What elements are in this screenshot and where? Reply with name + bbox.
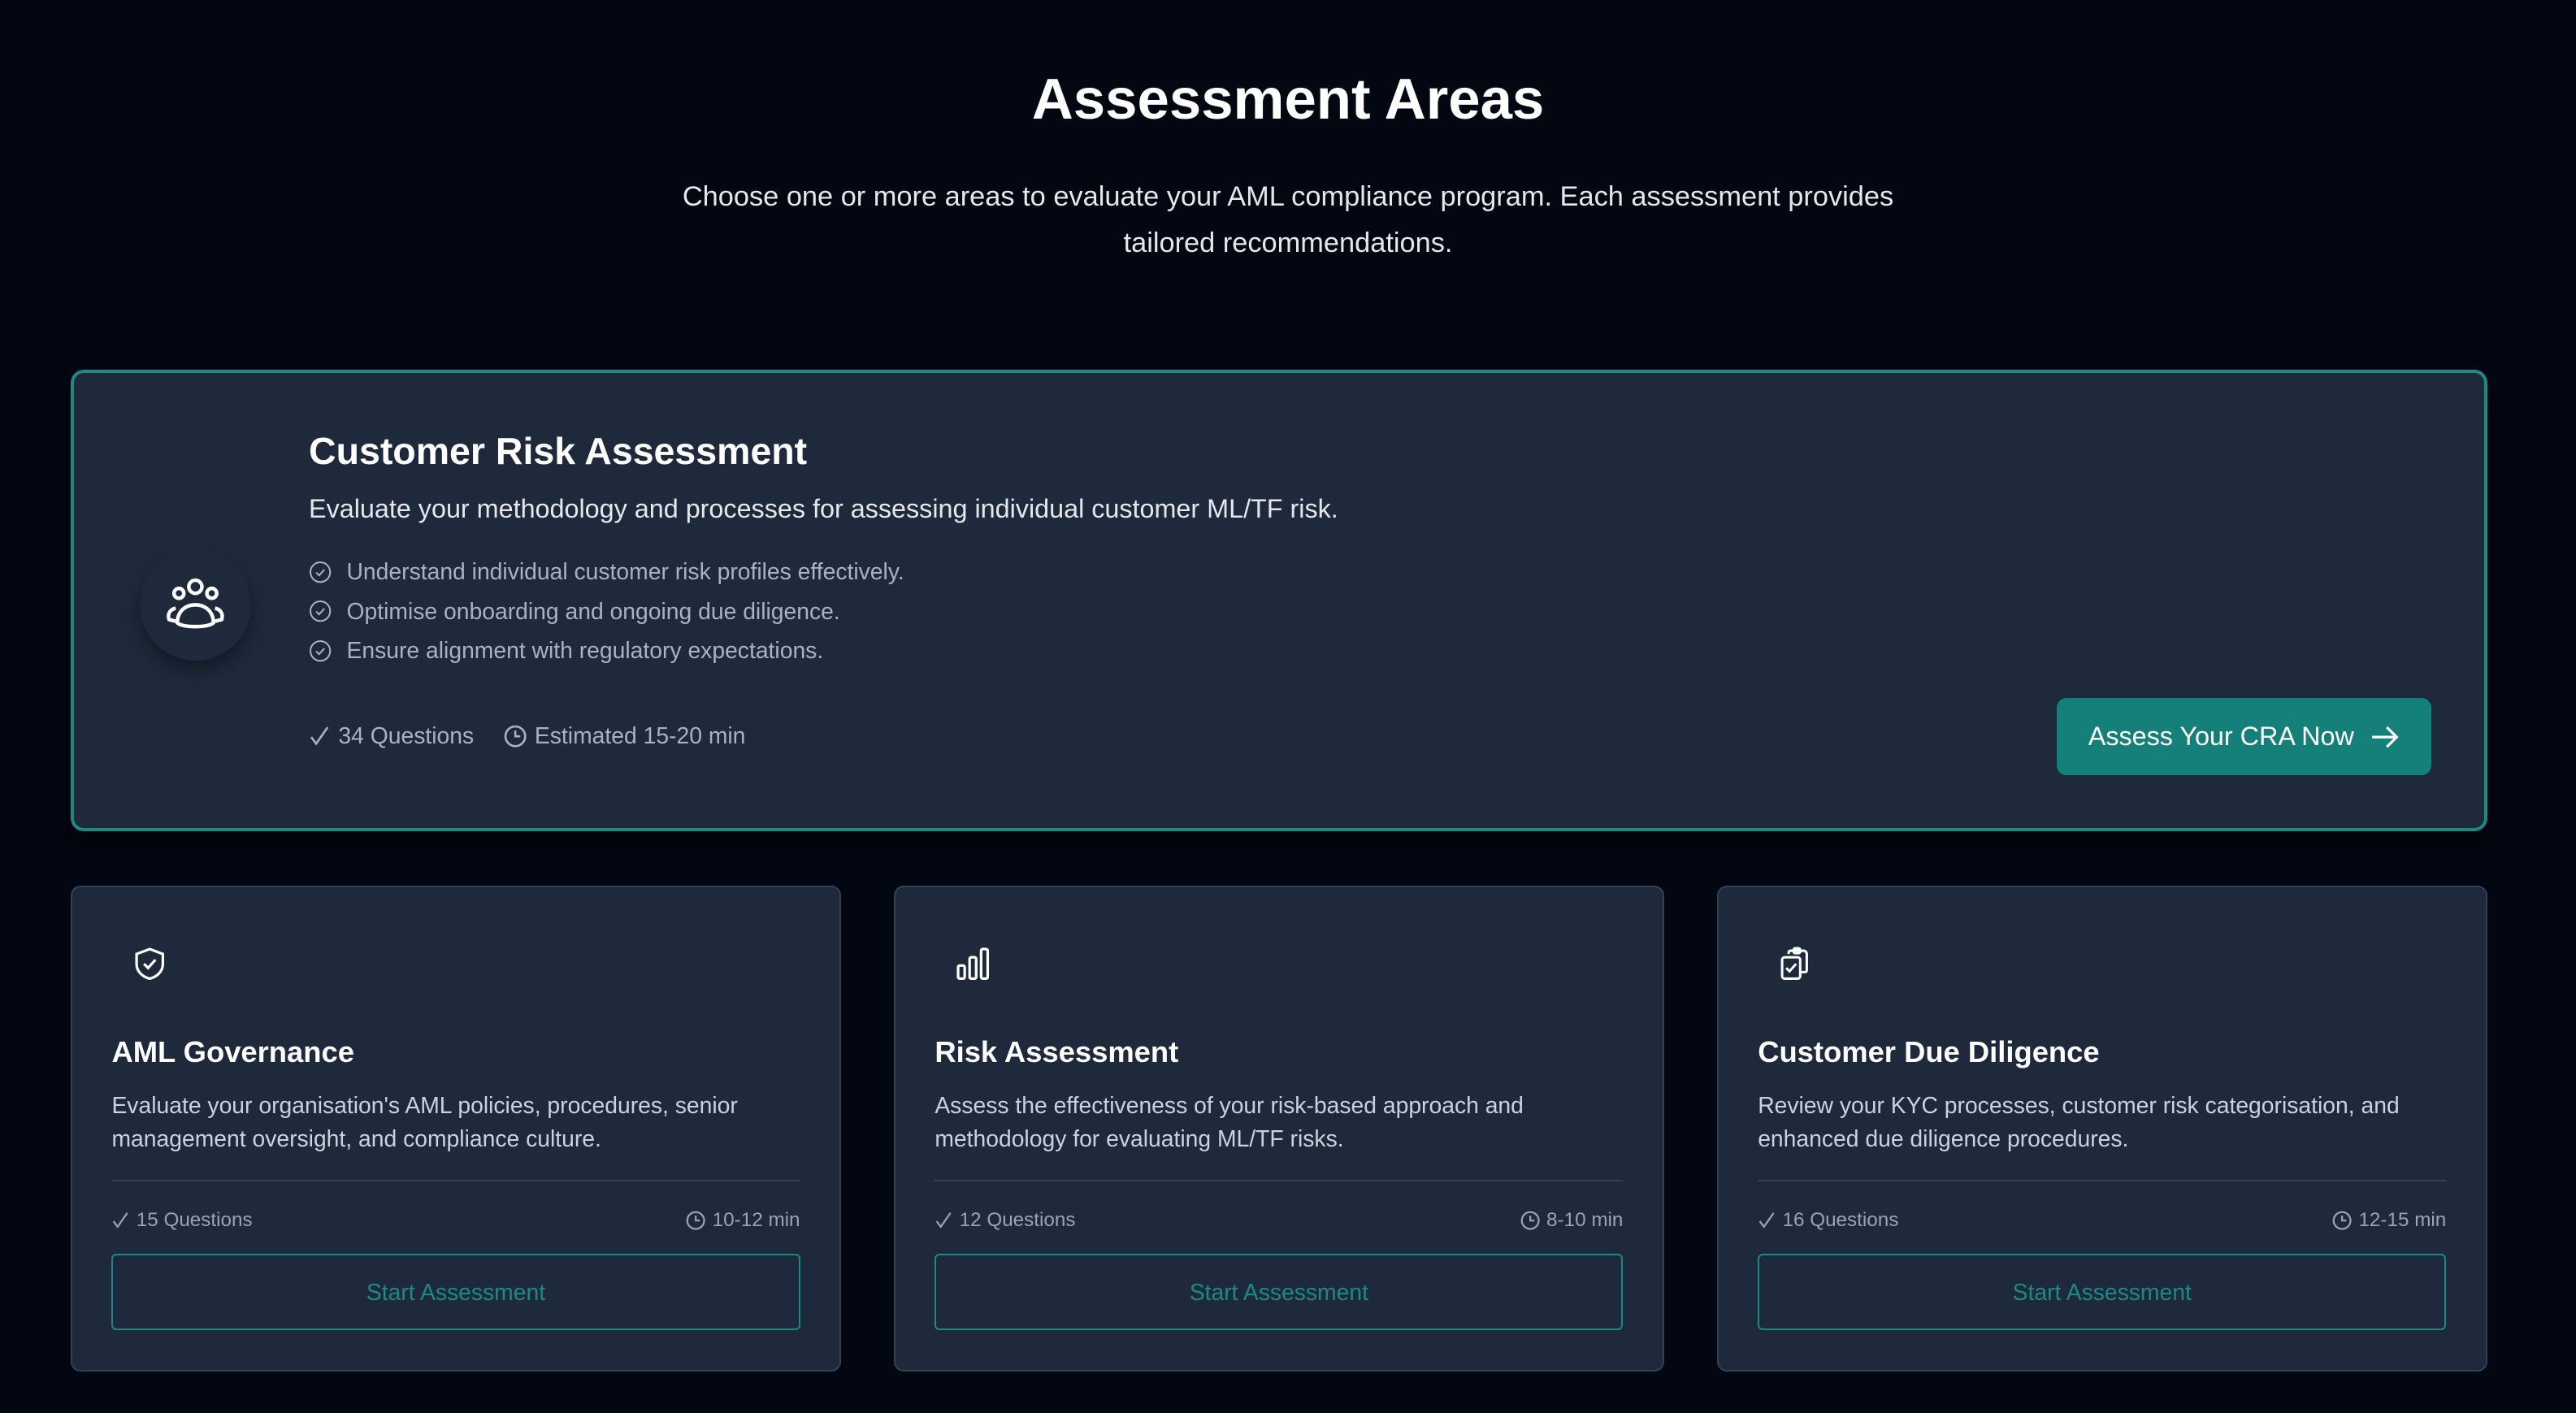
check-icon — [113, 1211, 129, 1229]
page-title: Assessment Areas — [1031, 66, 1545, 131]
start-assessment-button[interactable]: Start Assessment — [935, 1253, 1624, 1331]
check-icon — [310, 726, 329, 746]
card-risk-assessment: Risk Assessment Assess the effectiveness… — [893, 885, 1664, 1372]
card-title: AML Governance — [111, 1034, 354, 1068]
estimated-time: 8-10 min — [1546, 1208, 1624, 1231]
bullet-text: Optimise onboarding and ongoing due dili… — [346, 597, 840, 624]
estimated-time: 10-12 min — [712, 1208, 800, 1231]
arrow-right-icon — [2372, 726, 2399, 748]
question-count: 16 Questions — [1782, 1208, 1899, 1231]
clock-icon — [504, 725, 527, 748]
card-description: Assess the effectiveness of your risk-ba… — [935, 1092, 1524, 1151]
check-icon — [935, 1211, 952, 1229]
card-customer-due-diligence: Customer Due Diligence Review your KYC p… — [1716, 885, 2487, 1372]
featured-description: Evaluate your methodology and processes … — [309, 494, 1338, 524]
card-title: Risk Assessment — [935, 1034, 1179, 1068]
check-icon — [1759, 1211, 1775, 1229]
bullet-item: Ensure alignment with regulatory expecta… — [309, 637, 823, 664]
check-circle-icon — [310, 600, 332, 622]
question-count: 12 Questions — [959, 1208, 1076, 1231]
shield-check-icon — [135, 947, 164, 981]
estimated-time: Estimated 15-20 min — [534, 722, 746, 749]
bar-chart-icon — [956, 947, 989, 981]
question-count: 34 Questions — [338, 722, 475, 749]
start-assessment-button[interactable]: Start Assessment — [1758, 1253, 2447, 1331]
estimated-time: 12-15 min — [2358, 1208, 2447, 1231]
divider — [1758, 1179, 2447, 1181]
bullet-text: Understand individual customer risk prof… — [346, 558, 904, 585]
divider — [111, 1179, 800, 1181]
card-description: Evaluate your organisation's AML policie… — [111, 1092, 738, 1151]
button-label: Assess Your CRA Now — [2088, 722, 2354, 752]
card-title: Customer Due Diligence — [1758, 1034, 2100, 1068]
check-circle-icon — [310, 561, 332, 583]
featured-title: Customer Risk Assessment — [309, 429, 808, 472]
bullet-item: Understand individual customer risk prof… — [309, 558, 904, 585]
clipboard-check-icon — [1780, 947, 1809, 981]
card-description: Review your KYC processes, customer risk… — [1758, 1092, 2400, 1151]
start-assessment-button[interactable]: Start Assessment — [111, 1253, 800, 1331]
assess-cra-now-button[interactable]: Assess Your CRA Now — [2057, 698, 2432, 776]
clock-icon — [2332, 1211, 2352, 1230]
users-icon — [139, 548, 252, 661]
check-circle-icon — [310, 639, 332, 661]
bullet-item: Optimise onboarding and ongoing due dili… — [309, 598, 840, 625]
featured-meta: 34 Questions Estimated 15-20 min — [309, 722, 745, 749]
clock-icon — [1520, 1211, 1540, 1230]
divider — [935, 1179, 1624, 1181]
question-count: 15 Questions — [136, 1208, 253, 1231]
featured-card-customer-risk-assessment: Customer Risk Assessment Evaluate your m… — [70, 369, 2487, 831]
page-subtitle: Choose one or more areas to evaluate you… — [682, 181, 1894, 258]
card-aml-governance: AML Governance Evaluate your organisatio… — [70, 885, 842, 1372]
clock-icon — [686, 1211, 706, 1230]
bullet-text: Ensure alignment with regulatory expecta… — [346, 637, 824, 664]
